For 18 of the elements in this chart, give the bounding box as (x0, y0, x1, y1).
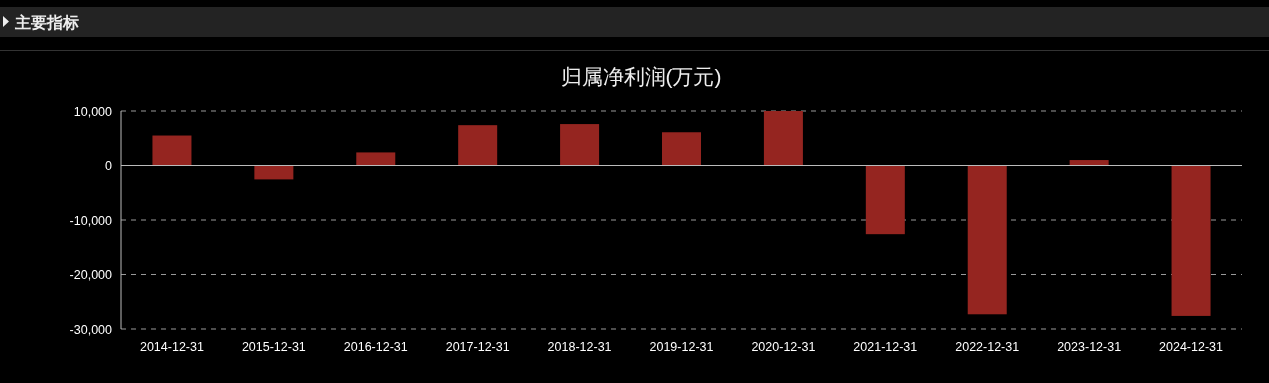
x-tick-label: 2021-12-31 (853, 340, 918, 354)
y-tick-label: -20,000 (69, 268, 113, 282)
y-tick-label: -30,000 (69, 322, 113, 337)
chart-title: 归属净利润(万元) (560, 65, 722, 88)
x-tick-label: 2018-12-31 (547, 340, 612, 354)
header: 主要指标 (0, 7, 1269, 51)
x-tick-label: 2020-12-31 (751, 340, 816, 354)
y-tick-label: 0 (105, 159, 113, 173)
y-tick-label: -10,000 (69, 213, 113, 228)
y-tick-label: 10,000 (73, 104, 113, 119)
x-tick-label: 2022-12-31 (955, 340, 1020, 354)
x-tick-label: 2017-12-31 (445, 340, 510, 354)
x-tick-label: 2015-12-31 (241, 340, 306, 354)
x-tick-label: 2024-12-31 (1159, 340, 1224, 354)
x-tick-label: 2019-12-31 (649, 340, 714, 354)
x-tick-label: 2014-12-31 (139, 340, 204, 354)
x-tick-label: 2016-12-31 (343, 340, 408, 354)
x-tick-label: 2023-12-31 (1057, 340, 1122, 354)
